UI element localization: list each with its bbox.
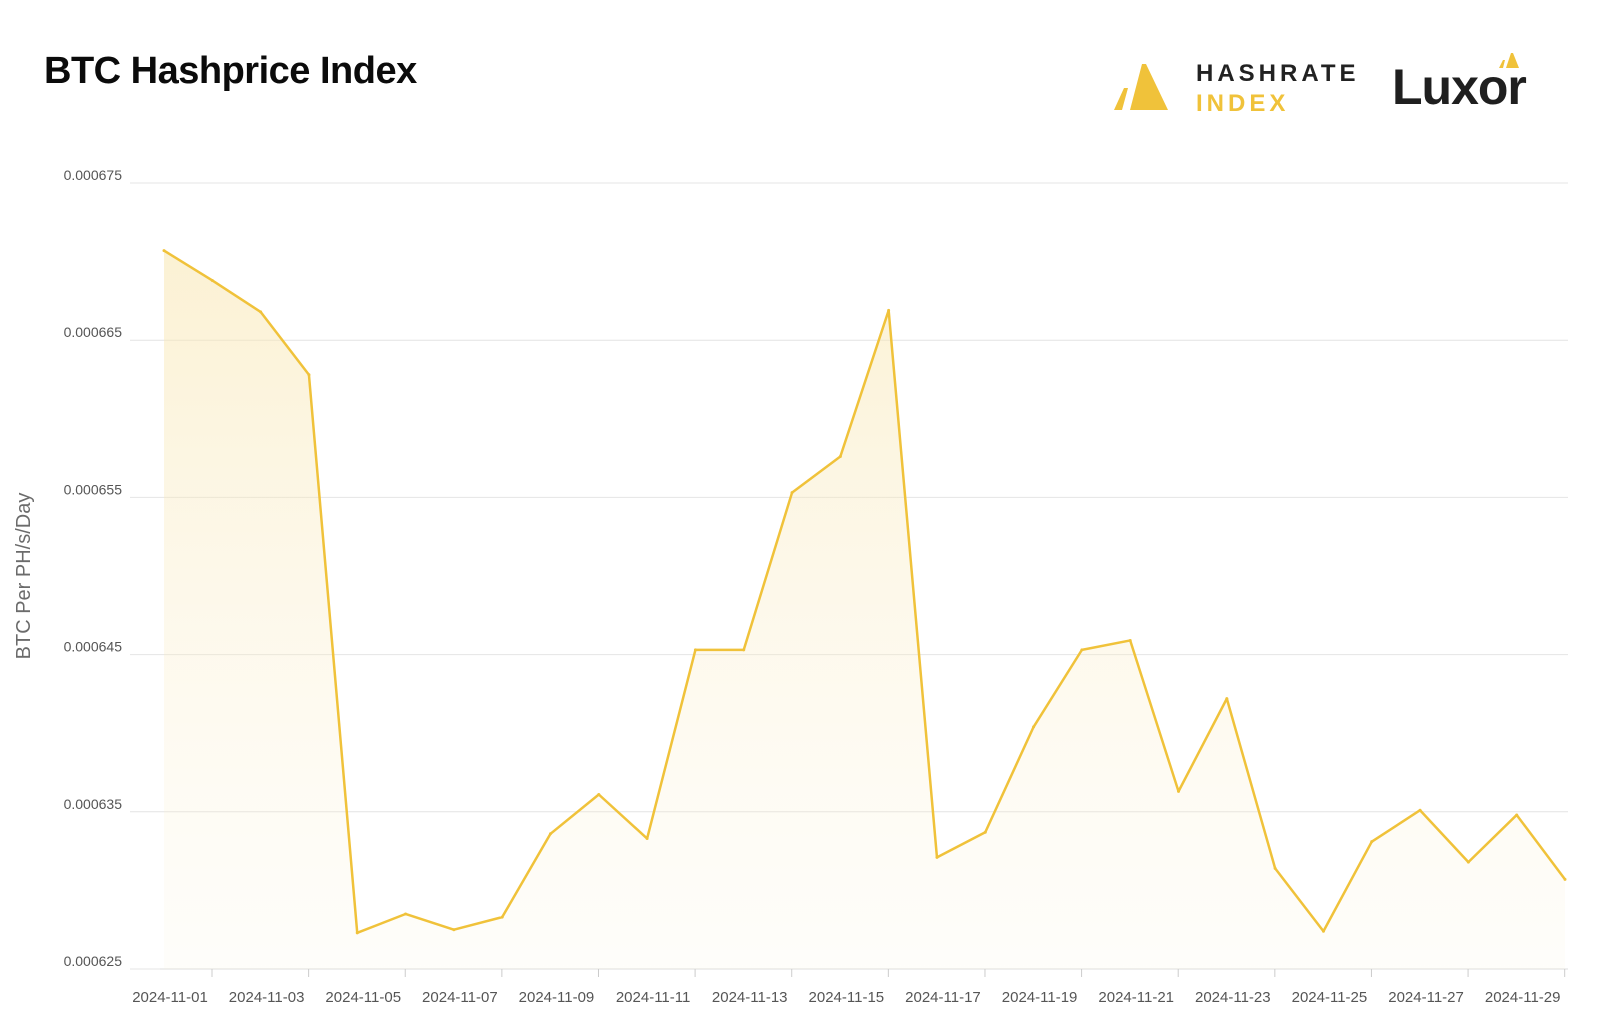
data-point [983, 830, 987, 834]
data-point [1273, 866, 1277, 870]
y-tick-label: 0.000625 [64, 953, 123, 969]
data-point [1032, 725, 1036, 729]
luxor-logo-icon [1499, 53, 1519, 68]
data-point [259, 310, 263, 314]
y-tick-label: 0.000665 [64, 324, 123, 340]
x-tick-label: 2024-11-29 [1485, 989, 1561, 1006]
hashrate-index-logo-icon [1114, 64, 1168, 110]
data-point [307, 373, 311, 377]
y-tick-label: 0.000655 [64, 481, 123, 497]
x-tick-label: 2024-11-01 [132, 989, 208, 1006]
index-word: INDEX [1196, 90, 1290, 117]
data-point [597, 793, 601, 797]
x-tick-label: 2024-11-25 [1292, 989, 1368, 1006]
y-axis-label: BTC Per PH/s/Day [13, 493, 35, 660]
data-point [1177, 789, 1181, 793]
data-point [162, 249, 166, 253]
data-point [1225, 697, 1229, 701]
x-tick-label: 2024-11-21 [1098, 989, 1174, 1006]
data-point [742, 648, 746, 652]
x-tick-label: 2024-11-15 [809, 989, 885, 1006]
series-line [163, 249, 1567, 935]
x-tick-label: 2024-11-11 [616, 989, 691, 1006]
data-point [790, 491, 794, 495]
y-tick-label: 0.000645 [64, 639, 123, 655]
chart-title: BTC Hashprice Index [44, 50, 417, 92]
x-axis: 2024-11-01 2024-11-03 2024-11-05 2024-11-07… [132, 968, 1568, 1006]
series-hashprice [162, 249, 1567, 969]
data-point [355, 931, 359, 935]
data-point [500, 915, 504, 919]
x-tick-label: 2024-11-27 [1388, 989, 1464, 1006]
data-point [1418, 808, 1422, 812]
data-point [1515, 813, 1519, 817]
x-tick-label: 2024-11-13 [712, 989, 788, 1006]
data-point [1370, 840, 1374, 844]
data-point [452, 928, 456, 932]
data-point [1466, 860, 1470, 864]
y-tick-label: 0.000635 [64, 796, 123, 812]
luxor-logo: Luxor [1392, 52, 1572, 116]
luxor-wordmark: Luxor [1392, 59, 1527, 115]
x-tick-label: 2024-11-23 [1195, 989, 1271, 1006]
hashrate-index-logo: HASHRATE INDEX [1110, 60, 1356, 120]
x-tick-label: 2024-11-19 [1002, 989, 1078, 1006]
data-point [1080, 648, 1084, 652]
x-tick-label: 2024-11-03 [229, 989, 305, 1006]
data-point [1128, 638, 1132, 642]
data-point [548, 832, 552, 836]
y-axis-ticks: 0.000625 0.000635 0.000645 0.000655 0.000665… [64, 167, 123, 969]
x-tick-label: 2024-11-05 [325, 989, 401, 1006]
hashrate-word: HASHRATE [1196, 60, 1360, 87]
data-point [693, 648, 697, 652]
data-point [1321, 929, 1325, 933]
data-point [645, 837, 649, 841]
x-tick-label: 2024-11-09 [519, 989, 595, 1006]
data-point [1563, 877, 1567, 881]
data-point [887, 308, 891, 312]
x-tick-label: 2024-11-07 [422, 989, 498, 1006]
x-tick-label: 2024-11-17 [905, 989, 981, 1006]
data-point [404, 912, 408, 916]
data-point [838, 455, 842, 459]
y-tick-label: 0.000675 [64, 167, 123, 183]
data-point [935, 855, 939, 859]
area-fill [164, 250, 1565, 969]
data-point [210, 278, 214, 282]
